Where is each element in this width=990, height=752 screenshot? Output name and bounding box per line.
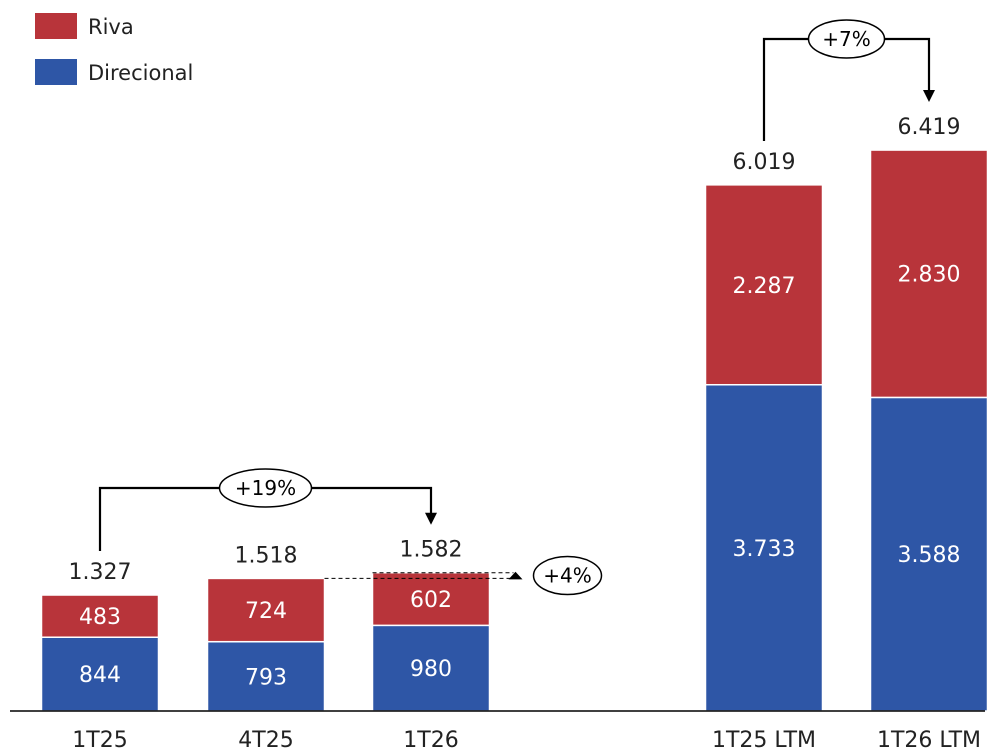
x-tick-label-4: 1T26 LTM [877, 728, 981, 752]
growth-label: +7% [822, 27, 871, 51]
bar-riva-1 [206, 577, 326, 643]
x-tick-label-0: 1T25 [72, 728, 127, 752]
total-label-4: 6.419 [898, 115, 961, 140]
data-label-direcional-0: 844 [79, 663, 121, 688]
data-label-riva-4: 2.830 [898, 263, 961, 288]
legend-swatch-riva [35, 13, 77, 39]
data-label-riva-1: 724 [245, 599, 287, 624]
legend-label-direcional: Direcional [88, 61, 193, 85]
x-tick-label-3: 1T25 LTM [712, 728, 816, 752]
bar-riva-0 [40, 594, 160, 638]
legend-label-riva: Riva [88, 15, 134, 39]
x-tick-label-1: 4T25 [238, 728, 293, 752]
growth-label: +4% [543, 564, 592, 588]
total-label-2: 1.582 [400, 538, 463, 563]
bar-riva-4 [869, 149, 989, 399]
growth-bubble [807, 19, 886, 59]
data-label-riva-2: 602 [410, 588, 452, 613]
bar-direcional-0 [40, 636, 160, 712]
arrow-head-icon [923, 89, 935, 102]
up-triangle-icon [508, 571, 523, 580]
bar-riva-3 [704, 184, 824, 386]
data-label-direcional-1: 793 [245, 665, 287, 690]
total-label-3: 6.019 [733, 150, 796, 175]
x-tick-label-2: 1T26 [403, 728, 458, 752]
data-label-direcional-4: 3.588 [898, 543, 961, 568]
legend: Riva Direcional [35, 13, 193, 85]
arrow-head-icon [425, 512, 437, 525]
bar-riva-2 [371, 571, 491, 627]
growth-bubble [532, 555, 603, 596]
data-label-direcional-3: 3.733 [733, 537, 796, 562]
data-label-riva-0: 483 [79, 605, 121, 630]
data-label-riva-3: 2.287 [733, 274, 796, 299]
bars: 844 483 1.327 793 724 1.518 980 602 1.582 3.733 2.… [40, 115, 989, 712]
legend-swatch-direcional [35, 59, 77, 85]
growth-label: +19% [235, 476, 296, 500]
data-label-direcional-2: 980 [410, 657, 452, 682]
total-label-0: 1.327 [69, 560, 132, 585]
annotations: +19% +4% +7% [98, 19, 935, 596]
total-label-1: 1.518 [235, 543, 298, 568]
x-tick-labels: 1T25 4T25 1T26 1T25 LTM 1T26 LTM [72, 728, 981, 752]
growth-bubble [218, 468, 313, 508]
